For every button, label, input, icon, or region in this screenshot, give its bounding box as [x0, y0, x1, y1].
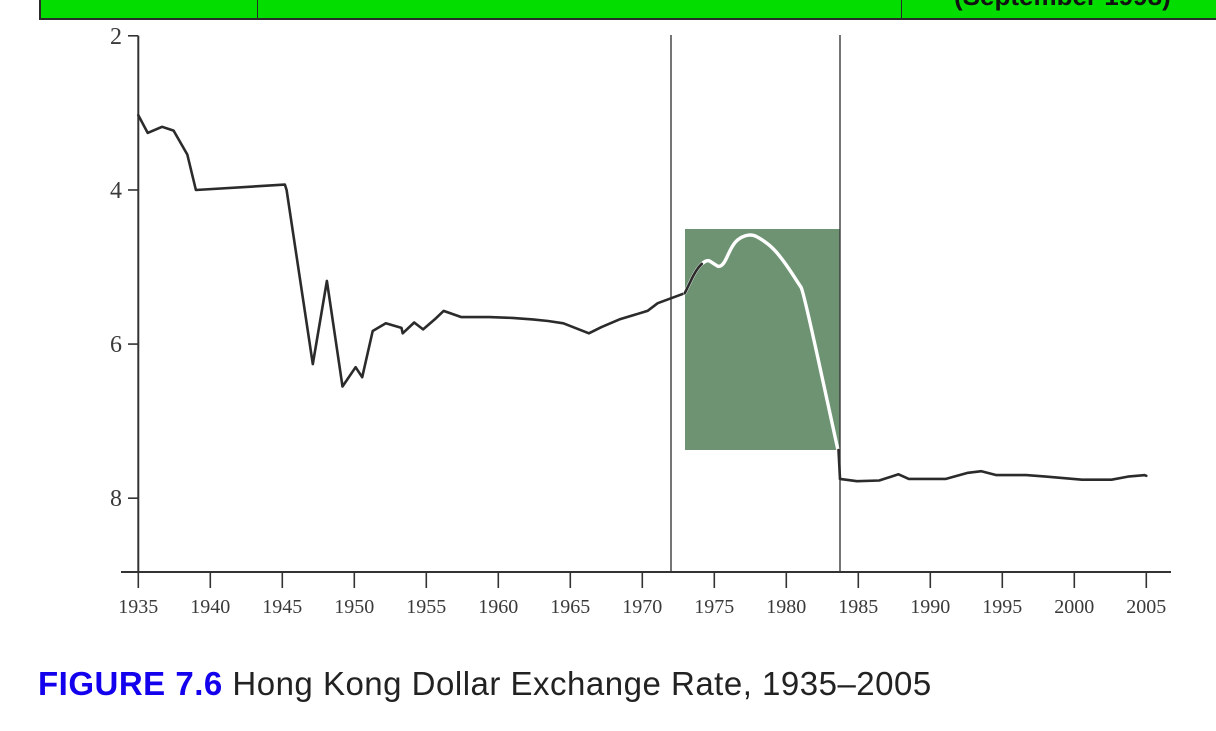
svg-text:1975: 1975: [694, 596, 734, 618]
svg-text:2: 2: [110, 24, 122, 50]
svg-text:1945: 1945: [262, 596, 302, 618]
svg-text:1980: 1980: [766, 596, 806, 618]
svg-text:4: 4: [110, 178, 122, 204]
svg-text:1940: 1940: [190, 596, 230, 618]
svg-text:6: 6: [110, 332, 122, 358]
svg-text:2005: 2005: [1126, 596, 1166, 618]
svg-text:2000: 2000: [1054, 596, 1094, 618]
svg-text:1960: 1960: [478, 596, 518, 618]
svg-text:1955: 1955: [406, 596, 446, 618]
svg-text:1965: 1965: [550, 596, 590, 618]
svg-text:1950: 1950: [334, 596, 374, 618]
svg-text:1995: 1995: [982, 596, 1022, 618]
svg-text:1970: 1970: [622, 596, 662, 618]
svg-text:8: 8: [110, 486, 122, 512]
svg-text:1990: 1990: [910, 596, 950, 618]
svg-text:1935: 1935: [118, 596, 158, 618]
svg-text:1985: 1985: [838, 596, 878, 618]
